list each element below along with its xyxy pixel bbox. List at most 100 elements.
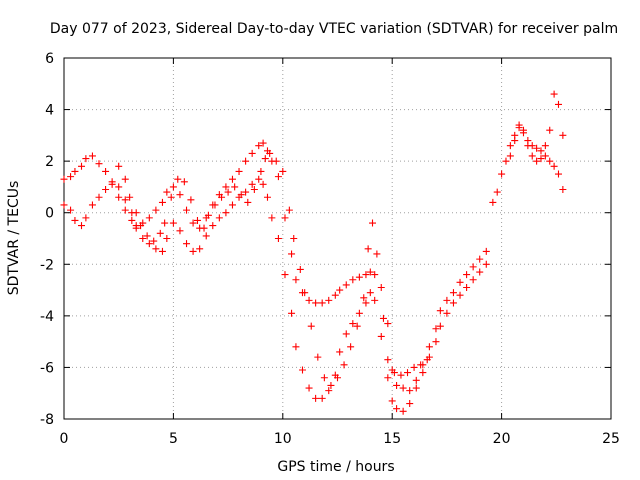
data-point <box>325 387 333 395</box>
data-point <box>180 178 188 186</box>
data-point <box>349 320 357 328</box>
data-point <box>145 214 153 222</box>
data-point <box>137 222 145 230</box>
data-point <box>222 183 230 191</box>
data-point <box>320 374 328 382</box>
data-point <box>482 260 490 268</box>
data-point <box>298 366 306 374</box>
data-point <box>150 237 158 245</box>
data-point <box>132 209 140 217</box>
data-point <box>255 142 263 150</box>
data-point <box>469 263 477 271</box>
data-point <box>222 209 230 217</box>
y-tick-label: -2 <box>40 257 54 273</box>
data-point <box>541 142 549 150</box>
data-point <box>263 193 271 201</box>
data-point <box>237 191 245 199</box>
data-point <box>128 216 136 224</box>
data-point <box>412 376 420 384</box>
data-point <box>78 222 86 230</box>
data-point <box>377 332 385 340</box>
data-point <box>285 206 293 214</box>
data-point <box>489 198 497 206</box>
data-point <box>152 245 160 253</box>
data-point <box>515 121 523 129</box>
data-point <box>425 343 433 351</box>
data-point <box>250 186 258 194</box>
data-point <box>406 400 414 408</box>
data-point <box>384 320 392 328</box>
data-point <box>288 309 296 317</box>
data-point <box>410 363 418 371</box>
data-point <box>524 142 532 150</box>
series-4 <box>489 124 567 206</box>
data-point <box>436 307 444 315</box>
data-point <box>95 193 103 201</box>
data-point <box>399 407 407 415</box>
data-point <box>78 162 86 170</box>
data-point <box>202 232 210 240</box>
data-point <box>417 361 425 369</box>
data-point <box>209 222 217 230</box>
data-point <box>248 180 256 188</box>
data-point <box>145 240 153 248</box>
data-point <box>371 271 379 279</box>
data-point <box>187 196 195 204</box>
data-point <box>366 289 374 297</box>
data-point <box>327 381 335 389</box>
data-point <box>498 170 506 178</box>
data-point <box>533 144 541 152</box>
data-point <box>244 198 252 206</box>
data-point <box>67 173 75 181</box>
data-point <box>60 201 68 209</box>
data-point <box>95 160 103 168</box>
data-point <box>279 167 287 175</box>
data-point <box>541 152 549 160</box>
y-tick-label: 6 <box>45 51 54 67</box>
grid-layer <box>64 58 611 419</box>
data-point <box>502 157 510 165</box>
series-1 <box>60 139 490 395</box>
data-point <box>176 227 184 235</box>
data-point <box>200 224 208 232</box>
data-point <box>152 206 160 214</box>
data-point <box>88 152 96 160</box>
data-point <box>404 369 412 377</box>
series-3 <box>115 149 431 389</box>
data-point <box>115 193 123 201</box>
data-point <box>482 247 490 255</box>
data-point <box>281 271 289 279</box>
data-point <box>340 361 348 369</box>
data-point <box>406 387 414 395</box>
y-tick-label: 0 <box>45 206 54 222</box>
data-point <box>476 255 484 263</box>
data-point <box>325 296 333 304</box>
data-point <box>334 374 341 382</box>
data-point <box>102 186 110 194</box>
data-point <box>533 157 541 165</box>
data-point <box>169 219 177 227</box>
x-tick-label: 10 <box>274 431 292 447</box>
data-point <box>436 322 444 330</box>
data-point <box>397 371 405 379</box>
data-point <box>296 265 304 273</box>
data-point <box>183 206 191 214</box>
y-axis-label: SDTVAR / TECUs <box>6 181 22 296</box>
data-point <box>132 224 140 232</box>
data-point <box>443 309 451 317</box>
data-point <box>274 235 282 242</box>
data-point <box>156 229 164 237</box>
data-point <box>143 232 151 240</box>
data-point <box>183 240 191 248</box>
data-point <box>307 322 315 330</box>
data-point <box>292 343 300 351</box>
data-point <box>456 278 464 286</box>
data-point <box>224 188 232 196</box>
data-point <box>506 152 514 160</box>
data-point <box>463 283 471 291</box>
x-tick-label: 25 <box>602 431 620 447</box>
data-point <box>506 142 514 150</box>
data-point <box>546 157 554 165</box>
data-point <box>369 219 377 227</box>
data-point <box>312 394 320 402</box>
